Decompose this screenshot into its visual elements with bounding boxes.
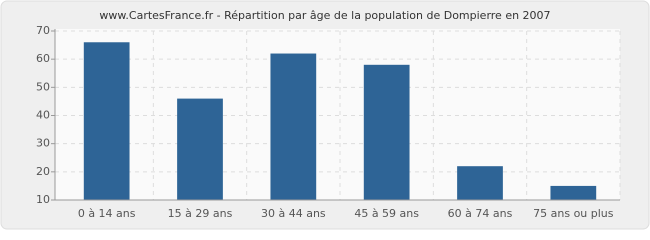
bar: [550, 185, 597, 200]
x-tick-label: 75 ans ou plus: [533, 207, 614, 220]
y-tick-label: 50: [36, 80, 50, 93]
chart-title: www.CartesFrance.fr - Répartition par âg…: [99, 9, 550, 22]
x-tick-label: 0 à 14 ans: [78, 207, 136, 220]
y-tick-label: 60: [36, 52, 50, 65]
plot-area: [55, 29, 620, 200]
y-tick-label: 30: [36, 137, 50, 150]
bar: [457, 166, 503, 200]
bar: [83, 42, 130, 201]
x-tick-label: 15 à 29 ans: [168, 207, 233, 220]
bar: [177, 98, 223, 200]
y-tick-label: 70: [36, 24, 50, 37]
x-tick-label: 45 à 59 ans: [354, 207, 419, 220]
chart: www.CartesFrance.fr - Répartition par âg…: [0, 0, 650, 230]
y-tick-label: 40: [36, 109, 50, 122]
y-tick-label: 10: [36, 193, 50, 206]
bar: [363, 64, 410, 200]
y-tick-label: 20: [36, 165, 50, 178]
x-tick-label: 30 à 44 ans: [261, 207, 326, 220]
x-tick-label: 60 à 74 ans: [448, 207, 513, 220]
bar: [270, 53, 317, 201]
